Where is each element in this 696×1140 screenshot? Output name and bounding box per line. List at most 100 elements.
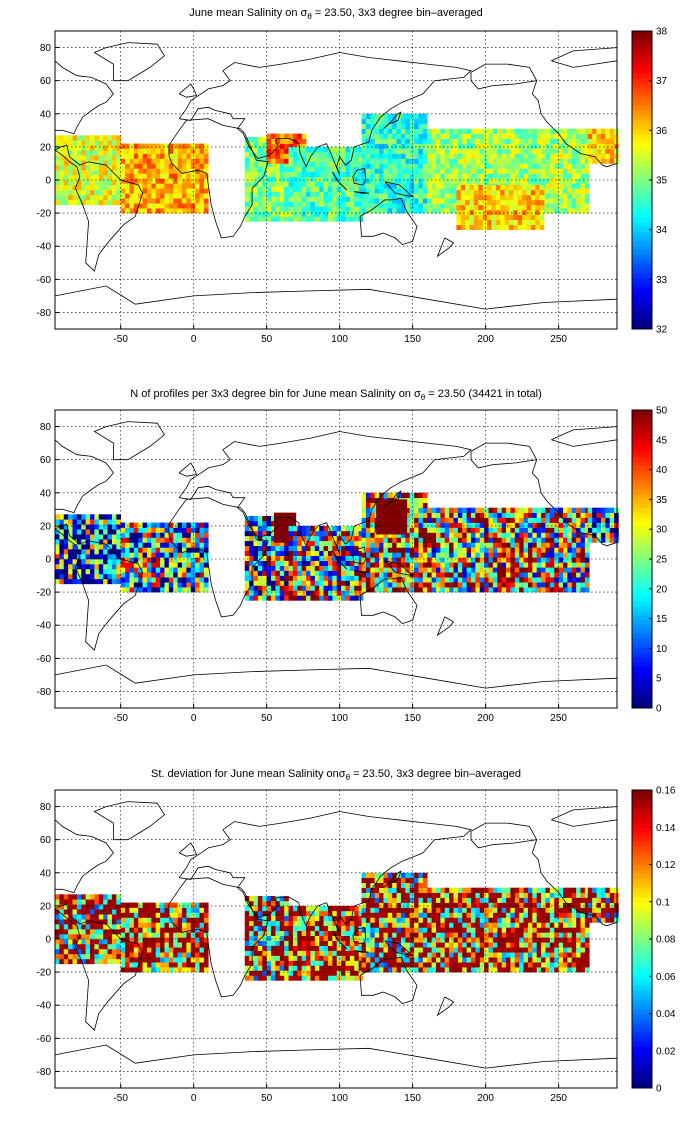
- data-cell: [336, 560, 342, 566]
- data-cell: [90, 135, 95, 141]
- data-cell: [431, 572, 437, 578]
- data-cell: [151, 148, 157, 154]
- data-cell: [116, 524, 121, 530]
- data-cell: [288, 186, 294, 192]
- data-cell: [142, 537, 148, 543]
- data-cell: [584, 168, 590, 174]
- data-cell: [341, 595, 346, 601]
- data-cell: [253, 930, 259, 936]
- data-cell: [284, 565, 289, 571]
- data-cell: [160, 947, 165, 953]
- data-cell: [523, 178, 529, 184]
- data-cell: [327, 545, 333, 552]
- data-cell: [584, 183, 590, 189]
- data-cell: [466, 552, 472, 558]
- data-cell: [138, 163, 143, 169]
- data-cell: [284, 915, 289, 922]
- data-cell: [177, 148, 183, 154]
- data-cell: [427, 148, 432, 154]
- data-cell: [396, 203, 402, 209]
- data-cell: [614, 532, 619, 538]
- data-cell: [440, 552, 446, 558]
- data-cell: [98, 934, 104, 940]
- data-cell: [323, 595, 329, 601]
- data-cell: [111, 135, 117, 141]
- data-cell: [190, 962, 196, 968]
- data-cell: [387, 188, 393, 194]
- data-cell: [345, 196, 351, 202]
- data-cell: [182, 902, 187, 908]
- data-cell: [418, 567, 424, 573]
- data-cell: [365, 537, 371, 543]
- data-cell: [341, 151, 346, 158]
- data-cell: [332, 590, 338, 596]
- data-cell: [365, 507, 371, 513]
- data-cell: [103, 578, 108, 585]
- data-cell: [279, 920, 285, 927]
- data-cell: [501, 577, 507, 583]
- data-cell: [453, 173, 459, 179]
- data-cell: [431, 582, 437, 588]
- data-cell: [107, 578, 113, 585]
- data-cell: [501, 537, 507, 543]
- map-panel-3: St. deviation for June mean Salinity onσ…: [37, 768, 676, 1104]
- data-cell: [405, 492, 411, 499]
- coastline: [352, 546, 367, 565]
- data-cell: [354, 575, 359, 581]
- data-cell: [81, 559, 86, 565]
- data-cell: [457, 587, 463, 593]
- colorbar-tick-label: 20: [656, 584, 668, 595]
- data-cell: [389, 509, 394, 515]
- data-cell: [292, 216, 298, 222]
- data-cell: [244, 560, 250, 566]
- data-cell: [400, 572, 406, 578]
- data-cell: [133, 527, 139, 533]
- data-cell: [492, 153, 498, 159]
- data-cell: [257, 146, 263, 153]
- data-cell: [68, 184, 73, 191]
- data-cell: [142, 542, 148, 548]
- data-cell: [460, 184, 466, 191]
- data-cell: [370, 517, 375, 523]
- data-cell: [517, 214, 523, 221]
- data-cell: [510, 128, 516, 134]
- data-cell: [107, 534, 113, 540]
- data-cell: [253, 585, 259, 591]
- data-cell: [460, 219, 466, 225]
- data-cell: [68, 524, 73, 530]
- data-cell: [103, 909, 108, 915]
- data-cell: [190, 567, 196, 573]
- data-cell: [400, 158, 406, 164]
- data-cell: [275, 590, 281, 596]
- data-cell: [111, 165, 117, 171]
- data-cell: [605, 507, 610, 513]
- data-cell: [336, 565, 342, 571]
- data-cell: [85, 943, 91, 950]
- data-cell: [358, 156, 364, 163]
- data-cell: [519, 547, 524, 553]
- data-cell: [354, 565, 359, 571]
- data-cell: [177, 562, 183, 568]
- data-cell: [68, 150, 73, 156]
- data-cell: [558, 522, 564, 528]
- data-cell: [354, 191, 359, 197]
- data-cell: [519, 158, 524, 164]
- data-cell: [365, 208, 371, 214]
- data-cell: [349, 201, 355, 207]
- data-cell: [519, 562, 524, 568]
- data-cell: [244, 555, 250, 561]
- data-cell: [63, 909, 69, 915]
- data-cell: [492, 552, 498, 558]
- data-cell: [387, 148, 393, 154]
- data-cell: [72, 953, 78, 960]
- data-cell: [107, 165, 113, 171]
- data-cell: [59, 170, 65, 176]
- data-cell: [380, 504, 386, 510]
- data-cell: [345, 560, 351, 566]
- data-cell: [349, 570, 355, 576]
- data-cell: [541, 552, 546, 558]
- data-cell: [379, 168, 384, 174]
- data-cell: [449, 542, 454, 548]
- data-cell: [501, 138, 507, 144]
- data-cell: [120, 582, 126, 588]
